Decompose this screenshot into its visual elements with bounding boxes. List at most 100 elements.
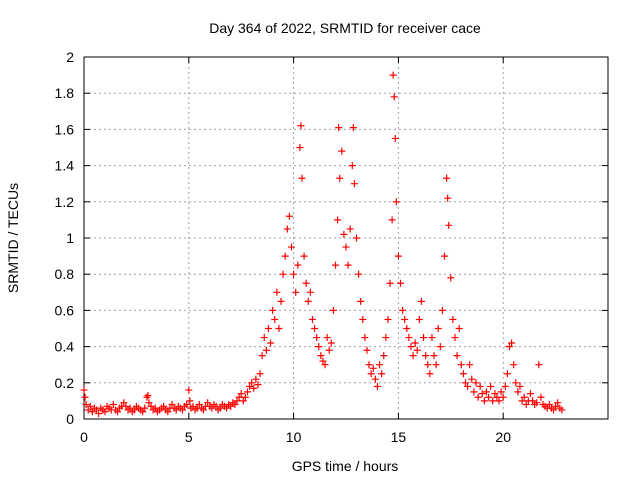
data-point [329, 306, 337, 314]
data-point [350, 180, 358, 188]
data-point [300, 252, 308, 260]
data-point [349, 124, 357, 132]
grid-lines [84, 57, 608, 419]
y-tick-label: 1 [66, 230, 74, 246]
data-point [323, 334, 331, 342]
data-point [313, 334, 321, 342]
data-point [325, 346, 333, 354]
data-point [231, 401, 239, 409]
data-point [382, 334, 390, 342]
data-point [430, 352, 438, 360]
data-point [389, 71, 397, 79]
data-point [285, 212, 293, 220]
data-point [380, 352, 388, 360]
data-point [327, 339, 335, 347]
data-point [139, 408, 147, 416]
y-tick-label: 0.2 [55, 375, 75, 391]
data-point [306, 288, 314, 296]
data-point [256, 370, 264, 378]
x-tick-label: 0 [80, 429, 88, 445]
data-point [130, 406, 138, 414]
data-point [373, 382, 381, 390]
data-point [355, 270, 363, 278]
data-point [84, 406, 92, 414]
data-point [436, 343, 444, 351]
data-point [464, 382, 472, 390]
data-point [434, 325, 442, 332]
data-point [405, 334, 413, 342]
data-point [260, 334, 268, 342]
data-point [172, 406, 180, 414]
data-point [195, 401, 203, 409]
data-point [237, 390, 245, 398]
data-point [338, 147, 346, 155]
data-point [95, 410, 103, 418]
data-point [489, 397, 497, 405]
data-point [480, 397, 488, 405]
data-point [497, 388, 505, 396]
data-point [204, 399, 212, 407]
data-point [453, 352, 461, 360]
data-point [315, 343, 323, 351]
data-point [447, 274, 455, 282]
data-point [235, 393, 243, 401]
data-point [212, 402, 220, 410]
data-point [545, 401, 553, 409]
data-point [179, 406, 187, 414]
data-point [252, 375, 260, 383]
data-point [508, 339, 516, 347]
data-point [189, 402, 197, 410]
data-point [388, 216, 396, 224]
data-point [378, 370, 386, 378]
data-point [239, 397, 247, 405]
data-point [186, 397, 194, 405]
data-point [298, 174, 306, 182]
data-point [529, 397, 537, 405]
data-point [399, 306, 407, 314]
data-point [396, 279, 404, 287]
data-point [369, 364, 377, 372]
data-point [101, 408, 109, 416]
data-point [432, 361, 440, 369]
data-point [233, 397, 241, 405]
data-point [80, 386, 88, 394]
data-point [216, 404, 224, 412]
data-point [535, 361, 543, 369]
data-point [264, 325, 272, 332]
data-point [164, 408, 172, 416]
data-point [332, 261, 340, 269]
y-tick-label: 1.4 [55, 158, 75, 174]
data-point [407, 343, 415, 351]
data-point [522, 401, 530, 409]
data-point [308, 315, 316, 323]
data-point [518, 397, 526, 405]
data-point [275, 325, 283, 332]
data-point [466, 361, 474, 369]
data-point [269, 306, 277, 314]
data-point [122, 402, 130, 410]
data-points [80, 71, 566, 418]
data-point [302, 279, 310, 287]
data-point [311, 325, 319, 332]
data-point [390, 93, 398, 101]
data-point [246, 382, 254, 390]
data-point [281, 252, 289, 260]
data-point [367, 370, 375, 378]
x-tick-label: 5 [185, 429, 193, 445]
y-tick-label: 0.4 [55, 339, 75, 355]
data-point [401, 315, 409, 323]
data-point [438, 306, 446, 314]
data-point [267, 339, 275, 347]
data-point [403, 325, 411, 332]
data-point [482, 388, 490, 396]
data-point [487, 382, 495, 390]
data-point [288, 243, 296, 251]
data-point [474, 393, 482, 401]
data-point [394, 252, 402, 260]
data-point [514, 388, 522, 396]
data-point [93, 406, 101, 414]
data-point [501, 382, 509, 390]
y-tick-label: 0.6 [55, 302, 75, 318]
data-point [363, 346, 371, 354]
y-tick-label: 0 [66, 411, 74, 427]
